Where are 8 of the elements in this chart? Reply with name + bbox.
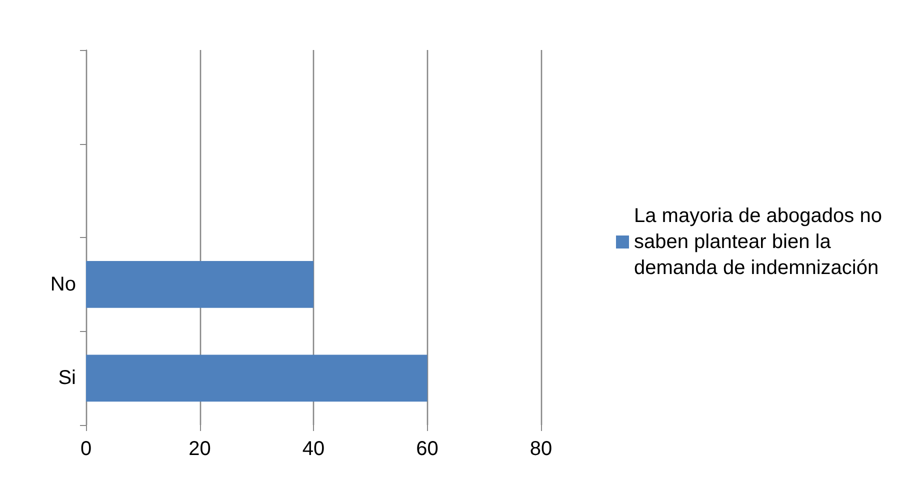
x-tick-label: 0 xyxy=(80,438,92,460)
x-tick-label: 80 xyxy=(530,438,552,460)
x-tick-label: 20 xyxy=(188,438,211,460)
y-tick-label: Si xyxy=(58,367,76,390)
y-tick-label: No xyxy=(50,273,76,296)
x-tick-label: 40 xyxy=(302,438,325,460)
legend-label: La mayoria de abogados no saben plantear bien la demanda de indemnización xyxy=(634,205,888,279)
x-tick-label: 60 xyxy=(416,438,438,460)
